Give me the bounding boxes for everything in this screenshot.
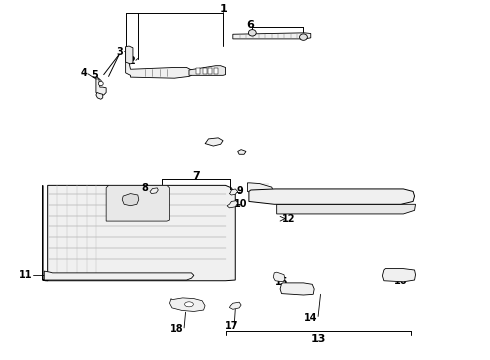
Text: 16: 16: [394, 276, 408, 286]
Polygon shape: [205, 138, 223, 146]
Polygon shape: [227, 201, 238, 208]
Ellipse shape: [185, 302, 194, 307]
Bar: [196, 68, 200, 74]
Polygon shape: [125, 47, 192, 78]
Ellipse shape: [248, 30, 256, 36]
Polygon shape: [150, 188, 158, 194]
Polygon shape: [170, 298, 205, 311]
Text: 5: 5: [92, 69, 98, 80]
Polygon shape: [189, 66, 225, 75]
Bar: [208, 68, 212, 74]
Polygon shape: [277, 204, 416, 214]
Text: 13: 13: [310, 334, 326, 344]
Polygon shape: [96, 79, 106, 95]
Text: 14: 14: [304, 312, 318, 323]
Text: 11: 11: [19, 270, 32, 280]
Polygon shape: [122, 194, 139, 206]
Text: 17: 17: [225, 321, 239, 332]
Polygon shape: [280, 283, 314, 295]
Text: 10: 10: [234, 199, 248, 209]
Text: 7: 7: [193, 171, 200, 181]
Polygon shape: [106, 185, 170, 221]
Ellipse shape: [299, 34, 307, 40]
Text: 9: 9: [237, 186, 244, 196]
Bar: [202, 68, 206, 74]
Polygon shape: [382, 269, 416, 282]
Text: 1: 1: [219, 4, 227, 14]
Text: 12: 12: [282, 213, 295, 224]
Text: 3: 3: [116, 47, 122, 57]
Polygon shape: [44, 271, 194, 280]
Text: 2: 2: [128, 56, 135, 66]
Polygon shape: [96, 93, 103, 99]
Ellipse shape: [98, 81, 103, 86]
Polygon shape: [238, 150, 246, 154]
Polygon shape: [229, 189, 238, 195]
Text: 18: 18: [170, 324, 184, 334]
Polygon shape: [249, 189, 415, 204]
Polygon shape: [233, 33, 311, 39]
Polygon shape: [229, 302, 241, 309]
Polygon shape: [43, 185, 235, 281]
Text: 15: 15: [275, 277, 288, 287]
Text: 8: 8: [142, 183, 148, 193]
Polygon shape: [125, 46, 133, 64]
Text: 6: 6: [246, 19, 254, 30]
Polygon shape: [273, 272, 285, 282]
Text: 4: 4: [81, 68, 88, 78]
Polygon shape: [247, 183, 273, 194]
Bar: [214, 68, 218, 74]
